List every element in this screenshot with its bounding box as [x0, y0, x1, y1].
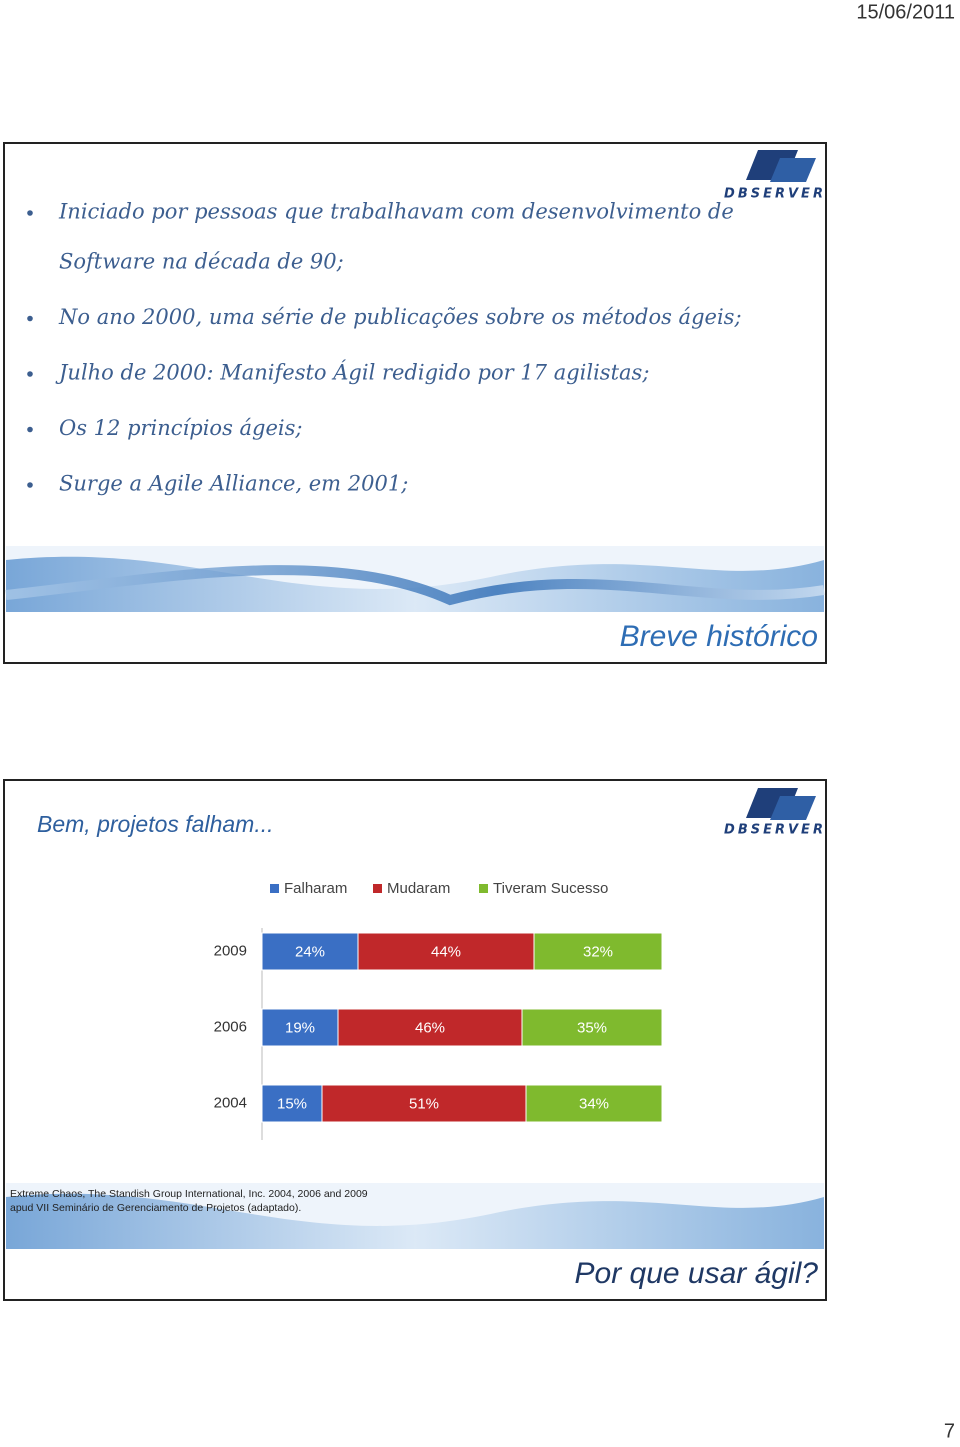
legend-label: Mudaram	[387, 880, 450, 897]
bullet	[27, 210, 33, 216]
bar-segment	[533, 932, 663, 971]
bar-segment	[337, 1008, 523, 1047]
bullet	[27, 371, 33, 377]
logo: DBSERVER	[724, 150, 826, 202]
bullet-text: Iniciado por pessoas que trabalhavam com…	[58, 200, 734, 224]
category-label: 2006	[214, 1018, 247, 1035]
legend-swatch	[373, 884, 382, 893]
value-label: 35%	[577, 1019, 607, 1036]
logo: DBSERVER	[724, 788, 826, 838]
bullet	[27, 315, 33, 322]
bar-segment	[261, 1084, 323, 1123]
slide-title: Breve histórico	[620, 620, 818, 653]
value-label: 34%	[579, 1095, 609, 1112]
bar-segment	[525, 1084, 663, 1123]
value-label: 19%	[285, 1019, 315, 1036]
wave-decoration	[6, 1183, 824, 1249]
value-label: 44%	[431, 943, 461, 960]
legend-swatch	[270, 884, 279, 893]
value-label: 51%	[409, 1095, 439, 1112]
logo-text: DBSERVER	[724, 823, 826, 838]
bar-segment	[521, 1008, 663, 1047]
legend-label: Falharam	[284, 880, 347, 897]
bullet-text: Julho de 2000: Manifesto Ágil redigido p…	[55, 361, 649, 385]
slide-title: Bem, projetos falham...	[37, 811, 274, 837]
value-label: 32%	[583, 943, 613, 960]
slide-footer: Por que usar ágil?	[575, 1257, 819, 1290]
bullet-text: Surge a Agile Alliance, em 2001;	[59, 472, 408, 496]
bullet	[27, 426, 33, 433]
bullet	[27, 482, 33, 488]
category-label: 2009	[214, 942, 247, 959]
bar-segment	[261, 1008, 339, 1047]
wave-decoration	[5, 546, 825, 612]
legend-swatch	[479, 884, 488, 893]
value-label: 46%	[415, 1019, 445, 1036]
legend-label: Tiveram Sucesso	[493, 880, 608, 897]
bar-segment	[357, 932, 535, 971]
source-line: Extreme Chaos, The Standish Group Intern…	[10, 1188, 368, 1200]
date: 15/06/2011	[856, 1, 955, 23]
value-label: 24%	[295, 943, 325, 960]
value-label: 15%	[277, 1095, 307, 1112]
logo-text: DBSERVER	[724, 187, 826, 202]
bar-segment	[261, 932, 359, 971]
bullet-text: No ano 2000, uma série de publicações so…	[58, 305, 742, 329]
page-number: 7	[944, 1420, 955, 1442]
bullet-text: Os 12 princípios ágeis;	[59, 416, 302, 440]
bullet-text: Software na década de 90;	[59, 250, 344, 274]
category-label: 2004	[214, 1094, 247, 1111]
source-line: apud VII Seminário de Gerenciamento de P…	[10, 1202, 301, 1214]
chart: Falharam Mudaram Tiveram Sucesso 2009 24% 44%…	[214, 880, 663, 1140]
